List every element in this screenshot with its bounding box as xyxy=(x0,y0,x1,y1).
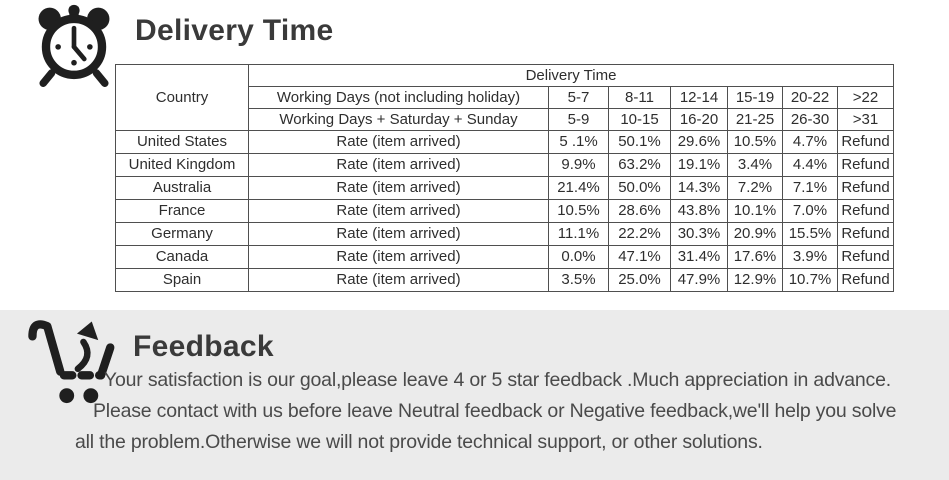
rate-value-cell: 19.1% xyxy=(670,153,728,177)
rate-value-cell: 4.4% xyxy=(782,153,838,177)
country-cell: United States xyxy=(115,130,249,154)
rate-value-cell: 43.8% xyxy=(670,199,728,223)
delivery-time-group-header-cell: Delivery Time xyxy=(247,64,895,87)
feedback-section: Feedback Your satisfaction is our goal,p… xyxy=(0,310,949,480)
rate-value-cell: Refund xyxy=(836,268,895,292)
range-cell: 15-19 xyxy=(727,86,783,109)
working-days-weekend-label-cell: Working Days + Saturday + Sunday xyxy=(248,108,549,131)
rate-value-cell: 50.0% xyxy=(608,176,671,200)
delivery-section-title: Delivery Time xyxy=(135,14,334,47)
country-cell: Germany xyxy=(115,222,249,246)
country-header-cell: Country xyxy=(115,64,249,131)
feedback-line-2: Please contact with us before leave Neut… xyxy=(93,400,897,422)
rate-value-cell: 17.6% xyxy=(727,245,783,269)
rate-value-cell: 28.6% xyxy=(608,199,671,223)
rate-value-cell: 5 .1% xyxy=(548,130,609,154)
rate-value-cell: Refund xyxy=(836,222,895,246)
rate-label-cell: Rate (item arrived) xyxy=(248,245,549,269)
feedback-line-3: all the problem.Otherwise we will not pr… xyxy=(75,431,763,453)
rate-value-cell: 30.3% xyxy=(670,222,728,246)
table-row: United Kingdom Rate (item arrived) 9.9% … xyxy=(115,153,895,177)
range-cell: 8-11 xyxy=(608,86,671,109)
rate-value-cell: Refund xyxy=(836,245,895,269)
rate-value-cell: 7.0% xyxy=(782,199,838,223)
rate-value-cell: 47.9% xyxy=(670,268,728,292)
rate-value-cell: 0.0% xyxy=(548,245,609,269)
rate-value-cell: 14.3% xyxy=(670,176,728,200)
feedback-section-title: Feedback xyxy=(133,330,274,363)
rate-label-cell: Rate (item arrived) xyxy=(248,199,549,223)
range-cell: 21-25 xyxy=(727,108,783,131)
table-row: Germany Rate (item arrived) 11.1% 22.2% … xyxy=(115,222,895,246)
range-cell: >22 xyxy=(836,86,895,109)
rate-value-cell: 3.5% xyxy=(548,268,609,292)
rate-label-cell: Rate (item arrived) xyxy=(248,222,549,246)
table-row: Australia Rate (item arrived) 21.4% 50.0… xyxy=(115,176,895,200)
rate-value-cell: 9.9% xyxy=(548,153,609,177)
range-cell: 26-30 xyxy=(782,108,838,131)
rate-value-cell: 3.4% xyxy=(727,153,783,177)
delivery-table: Country Delivery Time Working Days (not … xyxy=(115,64,895,292)
rate-label-cell: Rate (item arrived) xyxy=(248,130,549,154)
rate-label-cell: Rate (item arrived) xyxy=(248,268,549,292)
rate-value-cell: 20.9% xyxy=(727,222,783,246)
feedback-line-1: Your satisfaction is our goal,please lea… xyxy=(104,369,891,391)
rate-label-cell: Rate (item arrived) xyxy=(248,153,549,177)
table-row: Canada Rate (item arrived) 0.0% 47.1% 31… xyxy=(115,245,895,269)
rate-value-cell: 10.5% xyxy=(548,199,609,223)
range-cell: 5-7 xyxy=(548,86,609,109)
rate-value-cell: Refund xyxy=(836,130,895,154)
range-cell: 16-20 xyxy=(670,108,728,131)
shopping-cart-icon xyxy=(24,316,128,404)
range-cell: >31 xyxy=(836,108,895,131)
table-row: United States Rate (item arrived) 5 .1% … xyxy=(115,130,895,154)
range-cell: 20-22 xyxy=(782,86,838,109)
table-row: France Rate (item arrived) 10.5% 28.6% 4… xyxy=(115,199,895,223)
table-header-row-working-days-weekend: Working Days + Saturday + Sunday 5-9 10-… xyxy=(116,108,895,131)
rate-label-cell: Rate (item arrived) xyxy=(248,176,549,200)
rate-value-cell: 47.1% xyxy=(608,245,671,269)
rate-value-cell: 10.1% xyxy=(727,199,783,223)
feedback-text: Your satisfaction is our goal,please lea… xyxy=(0,365,949,458)
rate-value-cell: Refund xyxy=(836,199,895,223)
rate-value-cell: 11.1% xyxy=(548,222,609,246)
range-cell: 5-9 xyxy=(548,108,609,131)
rate-value-cell: 50.1% xyxy=(608,130,671,154)
table-row: Spain Rate (item arrived) 3.5% 25.0% 47.… xyxy=(115,268,895,292)
rate-value-cell: 15.5% xyxy=(782,222,838,246)
rate-value-cell: 31.4% xyxy=(670,245,728,269)
country-cell: Canada xyxy=(115,245,249,269)
alarm-clock-icon xyxy=(26,3,122,87)
rate-value-cell: 10.7% xyxy=(782,268,838,292)
rate-value-cell: 25.0% xyxy=(608,268,671,292)
rate-value-cell: 12.9% xyxy=(727,268,783,292)
delivery-section: Delivery Time Country Delivery Time Work… xyxy=(26,3,895,292)
rate-value-cell: 63.2% xyxy=(608,153,671,177)
rate-value-cell: 22.2% xyxy=(608,222,671,246)
rate-value-cell: 7.2% xyxy=(727,176,783,200)
rate-value-cell: 4.7% xyxy=(782,130,838,154)
rate-value-cell: 29.6% xyxy=(670,130,728,154)
rate-value-cell: 10.5% xyxy=(727,130,783,154)
country-cell: Australia xyxy=(115,176,249,200)
range-cell: 10-15 xyxy=(608,108,671,131)
country-cell: Spain xyxy=(115,268,249,292)
rate-value-cell: 3.9% xyxy=(782,245,838,269)
rate-value-cell: 21.4% xyxy=(548,176,609,200)
delivery-table-body: United States Rate (item arrived) 5 .1% … xyxy=(115,130,895,292)
country-cell: France xyxy=(115,199,249,223)
rate-value-cell: Refund xyxy=(836,176,895,200)
country-cell: United Kingdom xyxy=(115,153,249,177)
working-days-label-cell: Working Days (not including holiday) xyxy=(248,86,549,109)
rate-value-cell: 7.1% xyxy=(782,176,838,200)
table-header-row-group: Country Delivery Time xyxy=(115,64,895,131)
range-cell: 12-14 xyxy=(670,86,728,109)
rate-value-cell: Refund xyxy=(836,153,895,177)
